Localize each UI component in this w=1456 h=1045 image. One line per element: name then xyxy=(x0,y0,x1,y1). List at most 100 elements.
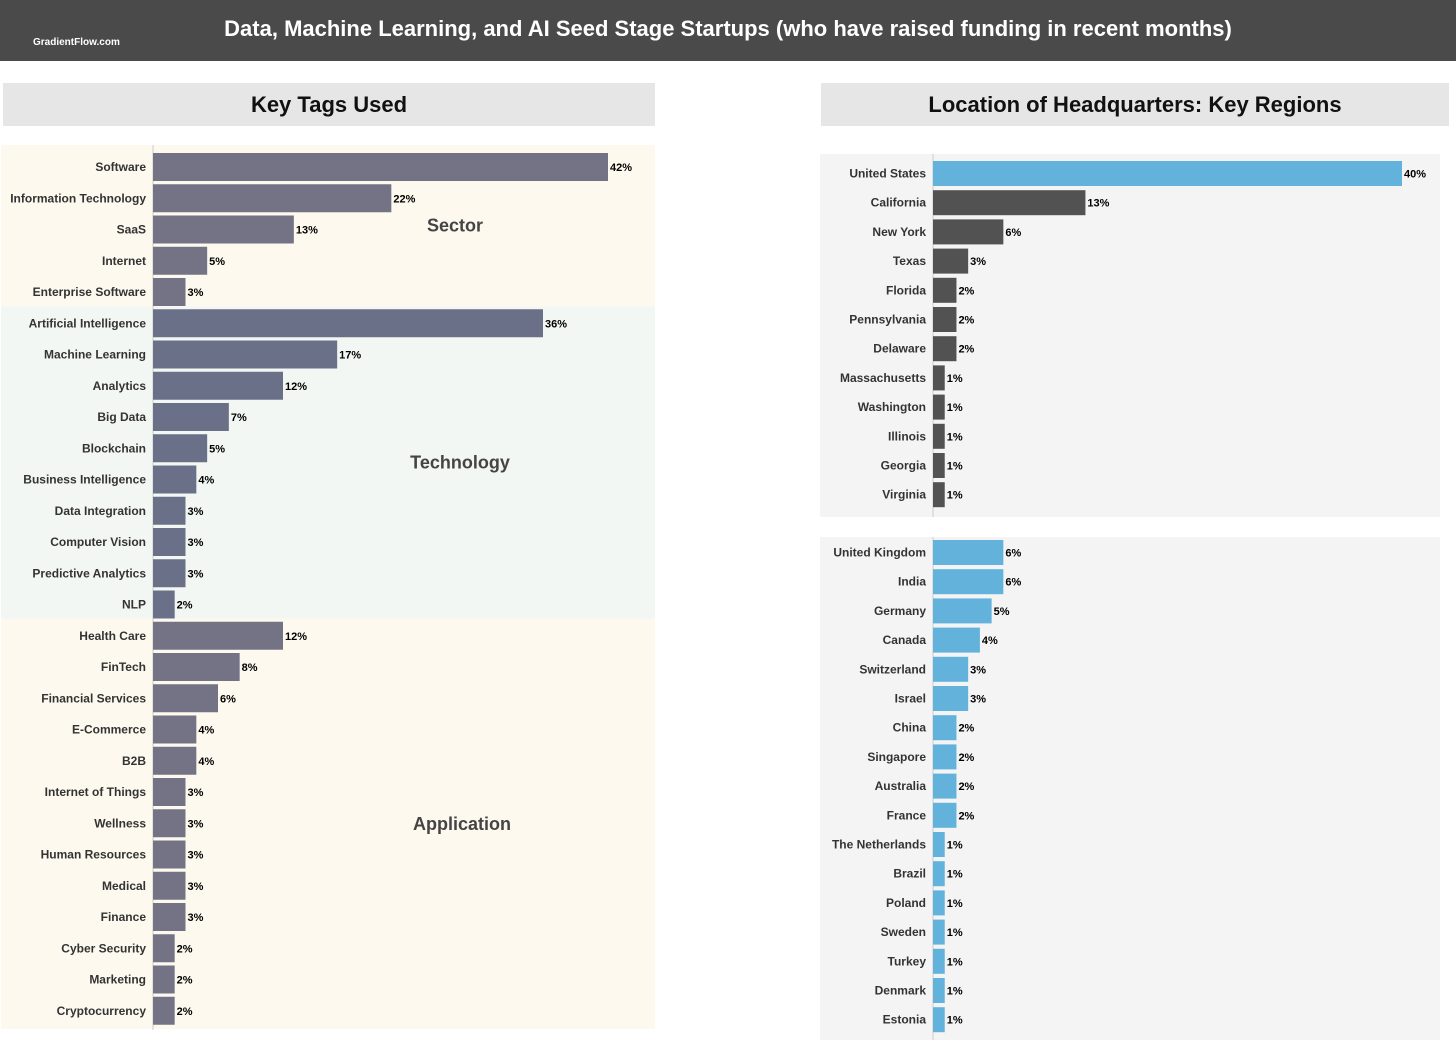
bar-singapore xyxy=(933,744,957,770)
data-label-internet: 5% xyxy=(209,256,225,268)
bar-human-resources xyxy=(153,840,186,869)
data-label-blockchain: 5% xyxy=(209,443,225,455)
group-band-application xyxy=(1,618,655,1029)
tick-label-e-commerce: E-Commerce xyxy=(72,723,146,737)
bar-new-york xyxy=(933,219,1004,245)
bar-big-data xyxy=(153,403,229,431)
tick-label-financial-services: Financial Services xyxy=(41,691,146,705)
bar-australia xyxy=(933,773,957,799)
bar-software xyxy=(153,153,608,181)
data-label-singapore: 2% xyxy=(958,752,974,764)
bar-medical xyxy=(153,871,186,900)
bar-delaware xyxy=(933,336,957,362)
tick-label-artificial-intelligence: Artificial Intelligence xyxy=(29,316,147,330)
bar-saas xyxy=(153,215,294,244)
data-label-marketing: 2% xyxy=(177,975,193,987)
tick-label-internet: Internet xyxy=(102,254,146,268)
data-label-predictive-analytics: 3% xyxy=(188,568,204,580)
data-label-illinois: 1% xyxy=(947,431,963,443)
data-label-health-care: 12% xyxy=(285,631,307,643)
data-label-b2b: 4% xyxy=(198,756,214,768)
tick-label-denmark: Denmark xyxy=(875,984,927,998)
data-label-computer-vision: 3% xyxy=(188,537,204,549)
data-label-poland: 1% xyxy=(947,898,963,910)
data-label-saas: 13% xyxy=(296,225,318,237)
tick-label-b2b: B2B xyxy=(122,754,146,768)
data-label-nlp: 2% xyxy=(177,600,193,612)
data-label-pennsylvania: 2% xyxy=(958,315,974,327)
bar-analytics xyxy=(153,371,283,400)
tick-label-singapore: Singapore xyxy=(867,750,926,764)
bar-fintech xyxy=(153,653,240,681)
data-label-turkey: 1% xyxy=(947,956,963,968)
bar-switzerland xyxy=(933,656,969,682)
bar-the-netherlands xyxy=(933,832,945,857)
tick-label-israel: Israel xyxy=(895,692,926,706)
bar-canada xyxy=(933,627,980,653)
tick-label-internet-of-things: Internet of Things xyxy=(45,785,147,799)
bar-washington xyxy=(933,394,945,420)
tick-label-texas: Texas xyxy=(893,254,926,268)
data-label-florida: 2% xyxy=(958,285,974,297)
group-label-sector: Sector xyxy=(427,216,483,236)
data-label-australia: 2% xyxy=(958,781,974,793)
tick-label-california: California xyxy=(871,196,927,210)
bar-sweden xyxy=(933,919,945,945)
bar-wellness xyxy=(153,809,186,838)
tick-label-australia: Australia xyxy=(875,779,927,793)
data-label-data-integration: 3% xyxy=(188,506,204,518)
tick-label-washington: Washington xyxy=(858,400,926,414)
data-label-brazil: 1% xyxy=(947,869,963,881)
bar-artificial-intelligence xyxy=(153,309,543,338)
bar-united-kingdom xyxy=(933,540,1004,565)
header-bar: Data, Machine Learning, and AI Seed Stag… xyxy=(0,0,1456,61)
bar-e-commerce xyxy=(153,715,197,744)
tick-label-india: India xyxy=(898,575,926,589)
tick-label-finance: Finance xyxy=(101,910,147,924)
data-label-financial-services: 6% xyxy=(220,693,236,705)
tick-label-france: France xyxy=(887,808,927,822)
bar-israel xyxy=(933,686,969,711)
data-label-switzerland: 3% xyxy=(970,664,986,676)
data-label-the-netherlands: 1% xyxy=(947,840,963,852)
bar-health-care xyxy=(153,621,283,650)
data-label-information-technology: 22% xyxy=(393,193,415,205)
data-label-business-intelligence: 4% xyxy=(198,475,214,487)
tick-label-cyber-security: Cyber Security xyxy=(61,941,146,955)
bar-marketing xyxy=(153,965,175,994)
region-panel-1 xyxy=(820,154,1440,517)
tick-label-machine-learning: Machine Learning xyxy=(44,348,146,362)
bar-turkey xyxy=(933,948,945,974)
tick-label-delaware: Delaware xyxy=(873,342,926,356)
tick-label-switzerland: Switzerland xyxy=(859,662,926,676)
data-label-united-kingdom: 6% xyxy=(1005,548,1021,560)
data-label-massachusetts: 1% xyxy=(947,373,963,385)
tick-label-brazil: Brazil xyxy=(893,867,926,881)
data-label-big-data: 7% xyxy=(231,412,247,424)
bar-business-intelligence xyxy=(153,465,197,494)
bar-poland xyxy=(933,890,945,916)
brand-label: GradientFlow.com xyxy=(33,37,120,48)
tick-label-turkey: Turkey xyxy=(888,954,927,968)
tick-label-wellness: Wellness xyxy=(94,816,146,830)
tick-label-health-care: Health Care xyxy=(79,629,146,643)
tick-label-cryptocurrency: Cryptocurrency xyxy=(57,1004,147,1018)
tick-label-big-data: Big Data xyxy=(97,410,146,424)
tick-label-germany: Germany xyxy=(874,604,926,618)
tick-label-massachusetts: Massachusetts xyxy=(840,371,926,385)
data-label-germany: 5% xyxy=(994,606,1010,618)
data-label-human-resources: 3% xyxy=(188,850,204,862)
tick-label-illinois: Illinois xyxy=(888,429,926,443)
data-label-china: 2% xyxy=(958,723,974,735)
data-label-virginia: 1% xyxy=(947,490,963,502)
page-title: Data, Machine Learning, and AI Seed Stag… xyxy=(224,16,1232,41)
data-label-artificial-intelligence: 36% xyxy=(545,318,567,330)
tick-label-business-intelligence: Business Intelligence xyxy=(23,473,146,487)
tick-label-human-resources: Human Resources xyxy=(41,848,147,862)
bar-financial-services xyxy=(153,684,218,713)
bar-california xyxy=(933,190,1086,216)
data-label-fintech: 8% xyxy=(242,662,258,674)
bar-finance xyxy=(153,903,186,931)
bar-massachusetts xyxy=(933,365,945,391)
